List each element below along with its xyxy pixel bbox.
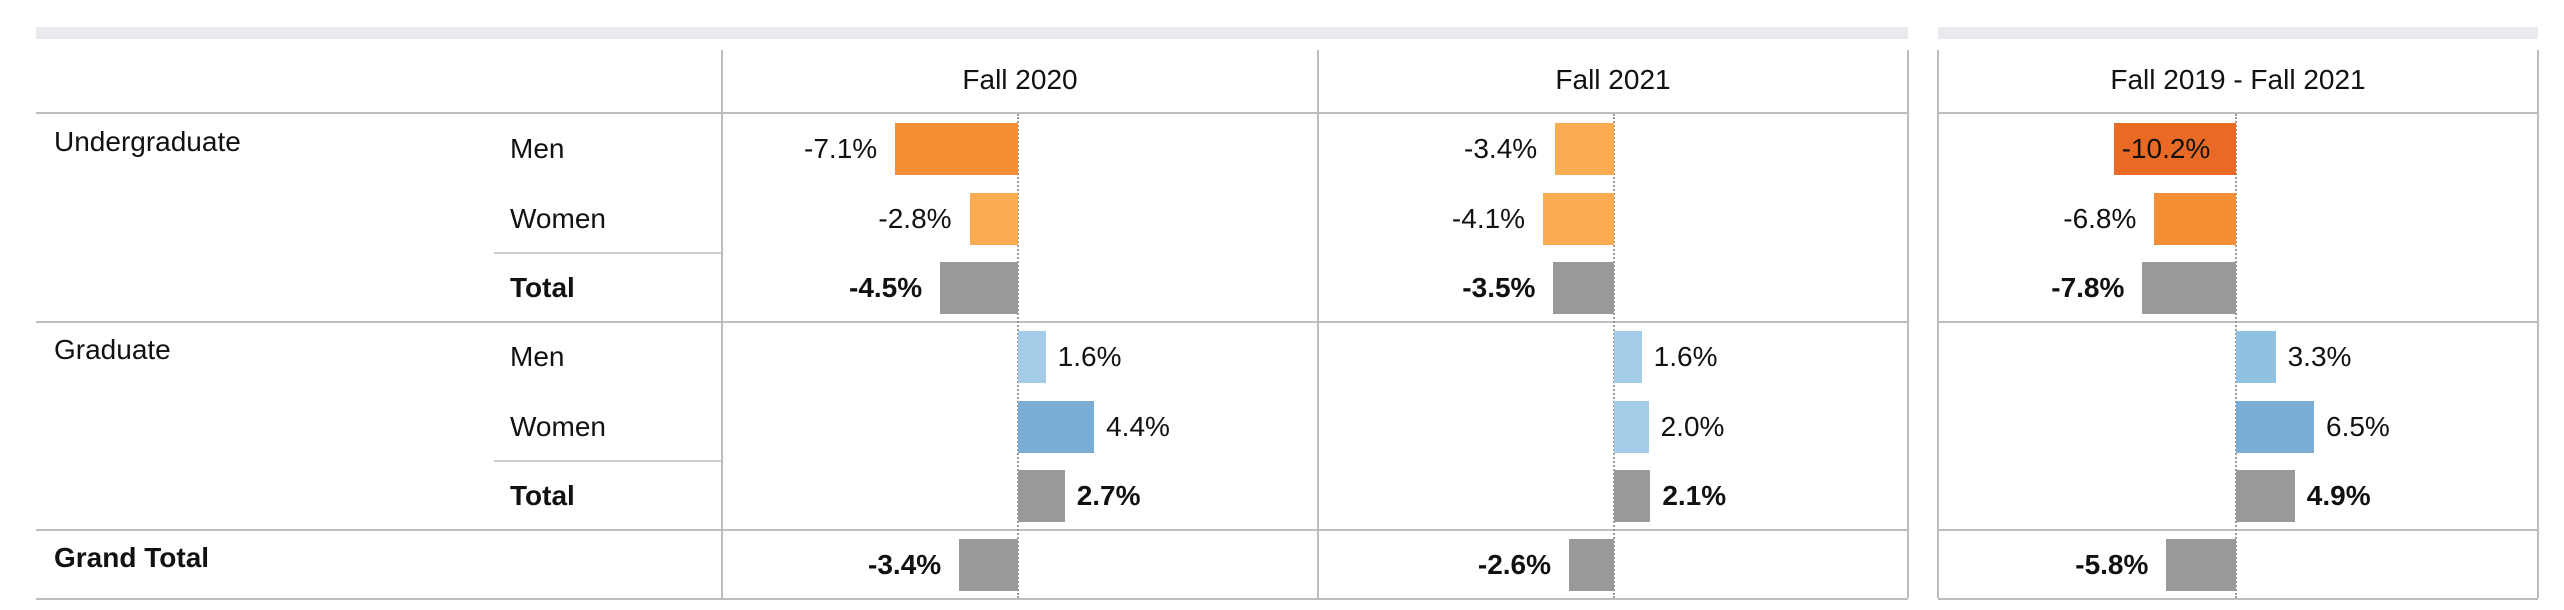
bar-row1-col2 bbox=[1555, 122, 1614, 175]
value-label: -7.1% bbox=[804, 132, 878, 164]
header-strip-left bbox=[36, 27, 1908, 39]
bar-row5-col3 bbox=[2236, 400, 2314, 453]
bar-row6-col2 bbox=[1614, 469, 1651, 522]
value-label: -5.8% bbox=[2075, 548, 2149, 580]
bar-row7-col2 bbox=[1569, 538, 1614, 591]
bar-row2-col2 bbox=[1543, 192, 1614, 245]
bar-row4-col3 bbox=[2236, 330, 2276, 383]
col-divider-3 bbox=[1907, 50, 1909, 598]
value-label: 3.3% bbox=[2287, 340, 2352, 372]
undergrad-total-rule bbox=[494, 252, 722, 254]
row-group-label: Undergraduate bbox=[54, 126, 241, 157]
graduate-bottom-rule bbox=[36, 529, 1908, 531]
bar-row1-col1 bbox=[895, 122, 1018, 175]
bar-row5-col2 bbox=[1614, 400, 1649, 453]
row-sub-label: Men bbox=[510, 132, 565, 164]
bar-row7-col1 bbox=[959, 538, 1018, 591]
bar-row3-col3 bbox=[2142, 261, 2236, 314]
bar-row3-col2 bbox=[1553, 261, 1614, 314]
value-label: 1.6% bbox=[1653, 340, 1718, 372]
bar-row6-col3 bbox=[2236, 469, 2295, 522]
value-label: -3.4% bbox=[868, 548, 942, 580]
bar-row1-col3 bbox=[2113, 122, 2236, 175]
undergrad-bottom-rule bbox=[36, 321, 1908, 323]
col-divider-5 bbox=[2537, 50, 2539, 598]
graduate-total-rule bbox=[494, 460, 722, 462]
bar-row2-col3 bbox=[2154, 192, 2236, 245]
col-divider-2 bbox=[1317, 50, 1319, 598]
col-divider-4 bbox=[1937, 50, 1939, 598]
row-group-label: Graduate bbox=[54, 334, 171, 365]
value-label: -2.8% bbox=[878, 202, 952, 234]
column-header-2: Fall 2021 bbox=[1555, 64, 1671, 95]
bar-row5-col1 bbox=[1018, 400, 1095, 453]
right-bottom-rule bbox=[1938, 598, 2538, 600]
column-header-1: Fall 2020 bbox=[962, 64, 1078, 95]
value-label: 4.9% bbox=[2306, 479, 2371, 511]
value-label: -2.6% bbox=[1477, 548, 1552, 580]
right-graduate-rule bbox=[1938, 529, 2538, 531]
row-sub-label: Women bbox=[510, 410, 606, 442]
header-strip-right bbox=[1938, 27, 2538, 39]
value-label: -4.1% bbox=[1451, 202, 1526, 234]
value-label: 4.4% bbox=[1106, 410, 1170, 442]
row-sub-label: Women bbox=[510, 202, 606, 234]
table-header-rule bbox=[36, 112, 1908, 114]
bar-row3-col1 bbox=[940, 261, 1018, 314]
row-sub-label: Men bbox=[510, 340, 565, 372]
row-sub-label: Total bbox=[510, 271, 575, 303]
column-header-3: Fall 2019 - Fall 2021 bbox=[2110, 64, 2366, 95]
row-group-label: Grand Total bbox=[54, 542, 210, 573]
value-label: 2.0% bbox=[1660, 410, 1725, 442]
bar-row6-col1 bbox=[1018, 469, 1065, 522]
value-label: -4.5% bbox=[849, 271, 923, 303]
bar-row2-col1 bbox=[969, 192, 1018, 245]
col-divider-1 bbox=[721, 50, 723, 598]
value-label: 1.6% bbox=[1057, 340, 1122, 372]
value-label: 2.1% bbox=[1662, 479, 1727, 511]
value-label: 2.7% bbox=[1076, 479, 1141, 511]
value-label: -6.8% bbox=[2063, 202, 2137, 234]
bar-row4-col1 bbox=[1018, 330, 1046, 383]
right-undergrad-rule bbox=[1938, 321, 2538, 323]
table-bottom-rule bbox=[36, 598, 1908, 600]
row-sub-label: Total bbox=[510, 479, 575, 511]
value-label: -7.8% bbox=[2051, 271, 2125, 303]
bar-row7-col3 bbox=[2166, 538, 2236, 591]
value-label: 6.5% bbox=[2326, 410, 2390, 442]
right-header-rule bbox=[1938, 112, 2538, 114]
bar-row4-col2 bbox=[1614, 330, 1642, 383]
value-label: -3.4% bbox=[1464, 132, 1538, 164]
value-label: -3.5% bbox=[1462, 271, 1536, 303]
value-label: -10.2% bbox=[2121, 132, 2211, 164]
